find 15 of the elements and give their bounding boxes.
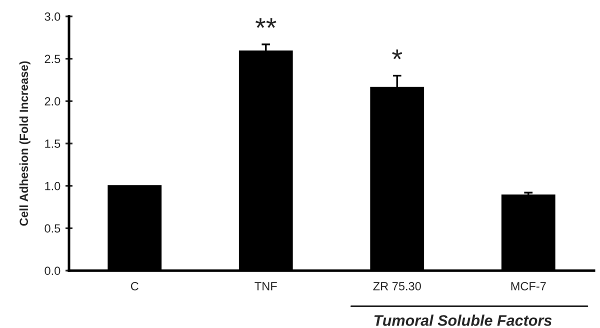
annotation: * [392,49,402,60]
x-tick-label: ZR 75.30 [373,282,421,290]
annotation: ** [256,18,276,28]
y-tick-label: 3.0 [44,12,60,21]
x-tick-label: MCF-7 [511,282,546,290]
y-tick-label: 0.5 [44,224,60,233]
y-tick-label: 0.0 [44,266,60,275]
y-tick-label: 1.0 [45,182,60,190]
y-tick-label: 2.0 [44,97,60,106]
text: Tumoral Soluble Factors [374,314,552,326]
x-tick-label: C [130,282,138,290]
y-axis-title: Cell Adhesion (Fold Increase) [19,61,30,226]
y-tick-label: 2.5 [44,54,60,64]
x-tick-label: TNF [254,282,277,290]
y-tick-label: 1.5 [45,140,60,148]
